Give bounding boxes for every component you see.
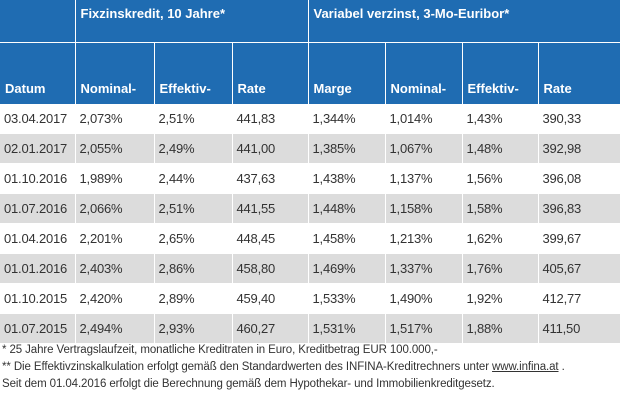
footnote-2: ** Die Effektivzinskalkulation erfolgt g… (2, 359, 618, 376)
footnote-2-suffix: . (558, 361, 565, 373)
cell-rate-variable: 396,08 (538, 163, 620, 194)
cell-marge: 1,344% (308, 104, 386, 134)
cell-datum: 01.10.2015 (0, 283, 76, 314)
cell-nominal-fixed: 2,403% (75, 253, 155, 284)
table-row: 02.01.2017 2,055% 2,49% 441,00 1,385% 1,067% 1… (0, 133, 620, 164)
group-header-fixed: Fixzinskredit, 10 Jahre* (75, 0, 309, 43)
cell-rate-variable: 399,67 (538, 223, 620, 254)
cell-nominal-variable: 1,337% (385, 253, 463, 284)
cell-rate-variable: 405,67 (538, 253, 620, 284)
group-header-row: Fixzinskredit, 10 Jahre* Variabel verzin… (0, 0, 620, 43)
cell-effektiv-variable: 1,56% (462, 163, 539, 194)
cell-effektiv-fixed: 2,65% (154, 223, 233, 254)
column-header-rate-fixed: Rate (232, 42, 309, 104)
cell-rate-fixed: 458,80 (232, 253, 309, 284)
table-row: 01.07.2015 2,494% 2,93% 460,27 1,531% 1,517% 1… (0, 313, 620, 344)
column-header-row: Datum Nominal- Effektiv- Rate Marge Nomi… (0, 42, 620, 104)
cell-rate-fixed: 448,45 (232, 223, 309, 254)
cell-marge: 1,533% (308, 283, 386, 314)
column-header-nominal-variable: Nominal- (385, 42, 463, 104)
interest-rate-table: Fixzinskredit, 10 Jahre* Variabel verzin… (0, 0, 620, 344)
cell-nominal-variable: 1,014% (385, 104, 463, 134)
footnote-2-text: ** Die Effektivzinskalkulation erfolgt g… (2, 361, 493, 373)
table-row: 01.10.2016 1,989% 2,44% 437,63 1,438% 1,137% 1… (0, 163, 620, 194)
cell-nominal-variable: 1,158% (385, 193, 463, 224)
cell-effektiv-variable: 1,58% (462, 193, 539, 224)
cell-nominal-fixed: 2,073% (75, 104, 155, 134)
cell-nominal-variable: 1,490% (385, 283, 463, 314)
cell-rate-fixed: 460,27 (232, 313, 309, 344)
cell-rate-variable: 392,98 (538, 133, 620, 164)
cell-effektiv-fixed: 2,93% (154, 313, 233, 344)
cell-nominal-variable: 1,067% (385, 133, 463, 164)
cell-marge: 1,448% (308, 193, 386, 224)
cell-rate-variable: 412,77 (538, 283, 620, 314)
column-header-marge: Marge (308, 42, 386, 104)
cell-nominal-variable: 1,517% (385, 313, 463, 344)
group-header-variable: Variabel verzinst, 3-Mo-Euribor* (308, 0, 620, 43)
cell-effektiv-variable: 1,48% (462, 133, 539, 164)
column-header-effektiv-fixed: Effektiv- (154, 42, 233, 104)
column-header-rate-variable: Rate (538, 42, 620, 104)
cell-nominal-fixed: 2,494% (75, 313, 155, 344)
cell-nominal-fixed: 2,066% (75, 193, 155, 224)
cell-effektiv-fixed: 2,51% (154, 104, 233, 134)
cell-effektiv-fixed: 2,44% (154, 163, 233, 194)
cell-datum: 02.01.2017 (0, 133, 76, 164)
cell-effektiv-variable: 1,92% (462, 283, 539, 314)
table-row: 01.04.2016 2,201% 2,65% 448,45 1,458% 1,213% 1… (0, 223, 620, 254)
footnote-1: * 25 Jahre Vertragslaufzeit, monatliche … (2, 344, 438, 356)
cell-effektiv-variable: 1,76% (462, 253, 539, 284)
cell-nominal-variable: 1,137% (385, 163, 463, 194)
cell-marge: 1,438% (308, 163, 386, 194)
cell-effektiv-variable: 1,43% (462, 104, 539, 134)
table-row: 01.01.2016 2,403% 2,86% 458,80 1,469% 1,337% 1… (0, 253, 620, 284)
cell-marge: 1,531% (308, 313, 386, 344)
footnote-3: Seit dem 01.04.2016 erfolgt die Berechnu… (2, 378, 495, 390)
cell-effektiv-fixed: 2,89% (154, 283, 233, 314)
cell-rate-fixed: 459,40 (232, 283, 309, 314)
cell-rate-fixed: 441,00 (232, 133, 309, 164)
footnotes: * 25 Jahre Vertragslaufzeit, monatliche … (2, 342, 618, 393)
table-row: 01.10.2015 2,420% 2,89% 459,40 1,533% 1,490% 1… (0, 283, 620, 314)
cell-rate-fixed: 441,83 (232, 104, 309, 134)
cell-effektiv-fixed: 2,51% (154, 193, 233, 224)
cell-marge: 1,385% (308, 133, 386, 164)
cell-nominal-fixed: 2,201% (75, 223, 155, 254)
column-header-nominal-fixed: Nominal- (75, 42, 155, 104)
cell-datum: 01.01.2016 (0, 253, 76, 284)
cell-datum: 01.04.2016 (0, 223, 76, 254)
cell-nominal-variable: 1,213% (385, 223, 463, 254)
infina-link[interactable]: www.infina.at (492, 361, 559, 373)
cell-datum: 01.10.2016 (0, 163, 76, 194)
cell-rate-fixed: 441,55 (232, 193, 309, 224)
table-row: 01.07.2016 2,066% 2,51% 441,55 1,448% 1,158% 1… (0, 193, 620, 224)
table-body: 03.04.2017 2,073% 2,51% 441,83 1,344% 1,014% 1… (0, 104, 620, 344)
column-header-effektiv-variable: Effektiv- (462, 42, 539, 104)
column-header-datum: Datum (0, 42, 76, 104)
cell-effektiv-variable: 1,88% (462, 313, 539, 344)
cell-datum: 01.07.2015 (0, 313, 76, 344)
cell-datum: 01.07.2016 (0, 193, 76, 224)
cell-datum: 03.04.2017 (0, 104, 76, 134)
cell-marge: 1,458% (308, 223, 386, 254)
cell-nominal-fixed: 2,055% (75, 133, 155, 164)
cell-rate-variable: 396,83 (538, 193, 620, 224)
cell-rate-fixed: 437,63 (232, 163, 309, 194)
cell-marge: 1,469% (308, 253, 386, 284)
cell-effektiv-fixed: 2,49% (154, 133, 233, 164)
cell-effektiv-variable: 1,62% (462, 223, 539, 254)
cell-nominal-fixed: 2,420% (75, 283, 155, 314)
table-row: 03.04.2017 2,073% 2,51% 441,83 1,344% 1,014% 1… (0, 104, 620, 134)
group-header-blank (0, 0, 76, 43)
cell-effektiv-fixed: 2,86% (154, 253, 233, 284)
cell-nominal-fixed: 1,989% (75, 163, 155, 194)
cell-rate-variable: 411,50 (538, 313, 620, 344)
cell-rate-variable: 390,33 (538, 104, 620, 134)
